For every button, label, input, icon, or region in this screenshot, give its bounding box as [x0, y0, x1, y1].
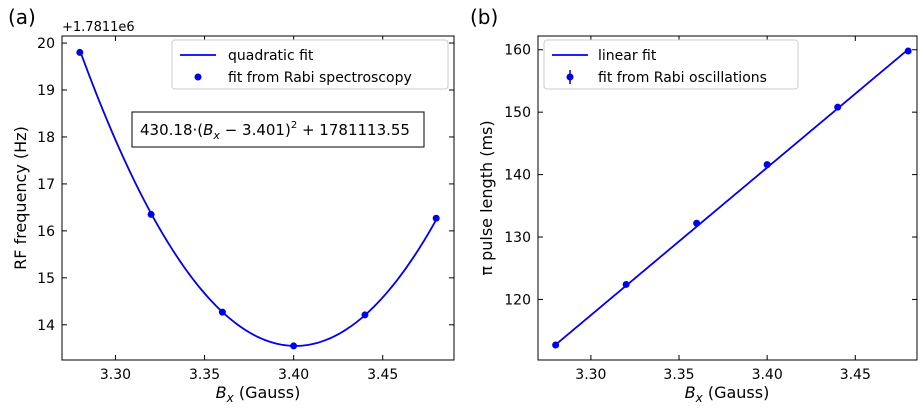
panel-a-data-points [76, 48, 440, 350]
panel-b-x-tick-label: 3.45 [840, 367, 871, 383]
panel-b-data-point [904, 47, 912, 55]
panel-a-y-tick-label: 16 [37, 224, 55, 240]
panel-a-offset-text: +1.7811e6 [62, 20, 135, 35]
panel-b-y-tick-label: 130 [504, 230, 531, 246]
panel-a-y-tick-label: 19 [37, 83, 55, 99]
panel-a-ticks: 3.30 3.35 3.40 3.45 14 15 16 17 18 19 20 [37, 36, 454, 383]
panel-a-legend-fit-label: quadratic fit [228, 48, 314, 64]
panel-a-x-tick-label: 3.45 [367, 367, 398, 383]
panel-b-label: (b) [470, 5, 498, 29]
panel-a-data-point [147, 210, 155, 218]
panel-a-label: (a) [8, 5, 36, 29]
panel-a-x-tick-label: 3.40 [278, 367, 309, 383]
panel-a-y-tick-label: 14 [37, 318, 55, 334]
panel-a-legend-marker-swatch [194, 73, 202, 81]
panel-a-equation-box [131, 111, 425, 148]
panel-b-y-axis-label: π pulse length (ms) [477, 120, 496, 275]
panel-b-data-point [834, 103, 842, 111]
panel-a-y-tick-label: 20 [37, 36, 55, 52]
panel-b-y-tick-label: 120 [504, 292, 531, 308]
panel-b-data-point [763, 161, 771, 169]
panel-a-data-point [76, 48, 84, 56]
panel-b-y-tick-label: 160 [504, 43, 531, 59]
panel-a-y-tick-label: 15 [37, 271, 55, 287]
panel-b-legend-marker-swatch [566, 73, 574, 81]
panel-a-y-axis-label: RF frequency (Hz) [11, 126, 30, 270]
panel-a-x-tick-label: 3.30 [100, 367, 131, 383]
panel-a-y-tick-label: 17 [37, 177, 55, 193]
panel-b-x-tick-label: 3.35 [663, 367, 694, 383]
panel-a-x-axis-label: Bx (Gauss) [216, 383, 301, 405]
panel-a-y-tick-label: 18 [37, 130, 55, 146]
panel-b-ticks: 3.30 3.35 3.40 3.45 120 130 140 150 160 [504, 36, 917, 383]
panel-b-y-tick-label: 150 [504, 105, 531, 121]
panel-b-legend: linear fit fit from Rabi oscillations [543, 39, 799, 90]
panel-b-linear-fit-line [555, 48, 909, 346]
panel-a-plot-frame [61, 35, 455, 361]
panel-b-plot-frame [537, 35, 918, 361]
panel-a-x-tick-label: 3.35 [189, 367, 220, 383]
panel-a-equation: 430.18·(Bx − 3.401)2 + 1781113.55 [140, 120, 410, 142]
panel-b-y-tick-label: 140 [504, 168, 531, 184]
panel-b-data-point [693, 219, 701, 227]
panel-b-data-point [622, 280, 630, 288]
panel-a-data-point [361, 311, 369, 319]
panel-a-data-point [290, 342, 298, 350]
panel-a-legend-frame [171, 39, 449, 90]
panel-b-x-tick-label: 3.40 [752, 367, 783, 383]
panel-a-legend-points-label: fit from Rabi spectroscopy [228, 70, 412, 86]
panel-a: (a) +1.7811e6 3.30 3.35 3.40 3.45 14 15 16 17 18… [8, 5, 455, 405]
panel-a-legend: quadratic fit fit from Rabi spectroscopy [171, 39, 449, 90]
panel-b-legend-points-label: fit from Rabi oscillations [598, 70, 767, 86]
panel-a-quadratic-fit-line [78, 49, 437, 347]
panel-b-data-point [552, 341, 560, 349]
panel-b-x-axis-label: Bx (Gauss) [685, 383, 770, 405]
panel-b-x-tick-label: 3.30 [575, 367, 606, 383]
panel-b: (b) 3.30 3.35 3.40 3.45 120 130 140 150 160 line… [470, 5, 918, 405]
panel-b-legend-frame [543, 39, 799, 90]
panel-b-data-points [552, 47, 912, 349]
panel-a-data-point [218, 308, 226, 316]
panel-b-legend-fit-label: linear fit [598, 48, 657, 64]
panel-a-data-point [432, 214, 440, 222]
